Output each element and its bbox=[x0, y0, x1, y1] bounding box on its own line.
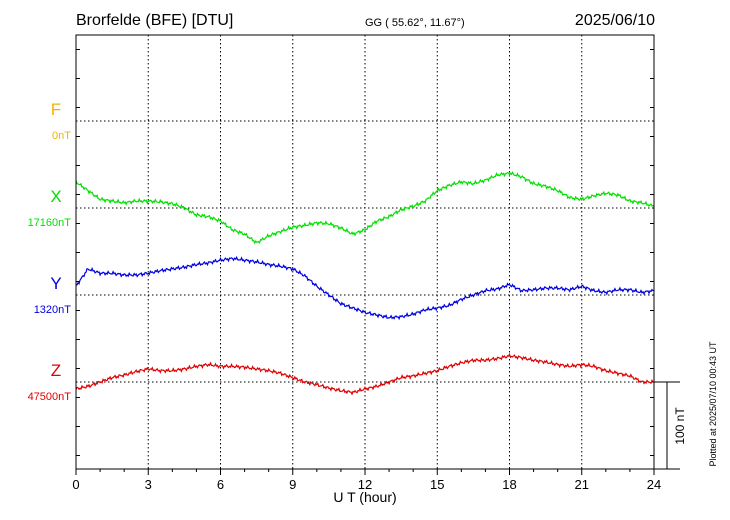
x-axis-title: U T (hour) bbox=[333, 489, 396, 505]
x-tick-label: 3 bbox=[145, 477, 152, 492]
chart-date: 2025/06/10 bbox=[575, 12, 655, 29]
component-label-y: Y bbox=[50, 274, 61, 293]
component-label-x: X bbox=[50, 187, 61, 206]
station-coordinates: GG ( 55.62°, 11.67°) bbox=[365, 17, 465, 29]
baseline-label-f: 0nT bbox=[52, 130, 71, 142]
scale-bar: 100 nT bbox=[654, 381, 687, 470]
x-tick-label: 21 bbox=[575, 477, 589, 492]
series-line-z bbox=[75, 352, 654, 396]
x-tick-label: 15 bbox=[430, 477, 444, 492]
x-axis: 0 3 6 9 12 15 18 21 24 bbox=[72, 469, 661, 492]
series-line-y bbox=[76, 255, 654, 321]
x-tick-label: 6 bbox=[217, 477, 224, 492]
x-tick-label: 9 bbox=[289, 477, 296, 492]
series-line-x bbox=[75, 171, 655, 245]
grid bbox=[76, 35, 654, 469]
scale-bar-label: 100 nT bbox=[673, 407, 687, 445]
x-tick-label: 12 bbox=[358, 477, 372, 492]
series-lines bbox=[75, 171, 655, 396]
component-label-z: Z bbox=[51, 361, 61, 380]
x-tick-label: 18 bbox=[502, 477, 516, 492]
plot-timestamp: Plotted at 2025/07/10 00:43 UT bbox=[708, 341, 718, 467]
x-tick-label: 0 bbox=[72, 477, 79, 492]
baseline-label-z: 47500nT bbox=[28, 391, 72, 403]
baseline-label-y: 1320nT bbox=[34, 304, 72, 316]
component-label-f: F bbox=[51, 100, 61, 119]
x-tick-label: 24 bbox=[647, 477, 661, 492]
component-labels: F 0nT X 17160nT Y 1320nT Z 47500nT bbox=[28, 100, 72, 403]
station-title: Brorfelde (BFE) [DTU] bbox=[76, 12, 233, 29]
baseline-label-x: 17160nT bbox=[28, 217, 72, 229]
